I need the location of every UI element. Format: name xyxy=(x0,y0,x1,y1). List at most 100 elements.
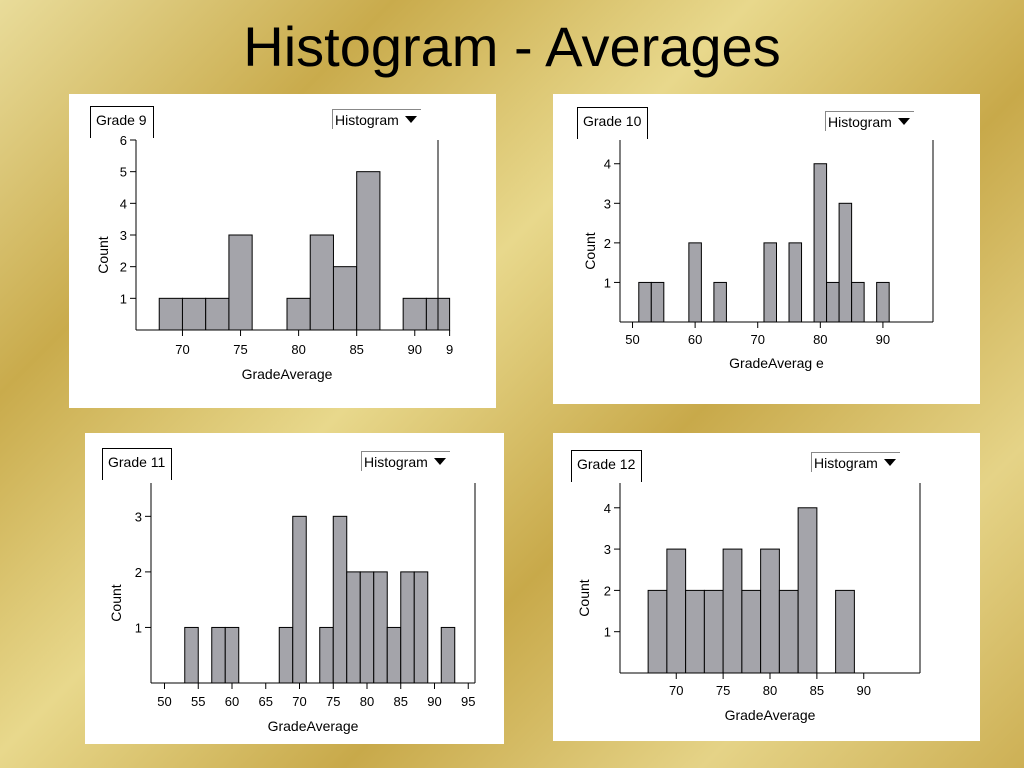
histogram-chart: 1 2 3 4 5 6 70 75 80 85 90 9 GradeAverage Count xyxy=(95,133,453,382)
histogram-bar xyxy=(685,589,705,674)
histogram-bar xyxy=(650,281,665,323)
histogram-dropdown[interactable]: Histogram xyxy=(825,111,914,131)
histogram-bar xyxy=(402,297,427,331)
x-tick-label: 90 xyxy=(408,342,422,357)
histogram-bar xyxy=(228,234,253,331)
histogram-bar xyxy=(346,571,361,684)
histogram-chart: 1 2 3 4 70 75 80 85 90 GradeAverage Count xyxy=(576,483,921,723)
histogram-bar xyxy=(309,234,334,331)
x-axis-label: GradeAverag e xyxy=(729,355,824,371)
y-tick-label: 3 xyxy=(135,509,142,524)
x-tick-label: 70 xyxy=(292,694,306,709)
y-tick-label: 1 xyxy=(604,625,611,640)
histogram-bar xyxy=(224,626,240,684)
histogram-bar xyxy=(319,626,334,684)
histogram-bar xyxy=(373,571,388,684)
triangle-down-icon xyxy=(883,459,896,466)
histogram-bar xyxy=(158,297,183,331)
triangle-down-icon xyxy=(433,458,446,465)
histogram-dropdown[interactable]: Histogram xyxy=(332,109,421,129)
x-tick-label: 75 xyxy=(716,683,730,698)
histogram-panel-grade-11: Grade 11 Histogram 1 2 3 50 55 60 65 70 75 80 85 90… xyxy=(85,433,504,744)
x-tick-label: 70 xyxy=(750,332,764,347)
histogram-bar xyxy=(386,626,402,684)
histogram-chart: 1 2 3 50 55 60 65 70 75 80 85 90 95 GradeAverage Count xyxy=(108,483,476,734)
y-axis-label: Count xyxy=(108,584,124,621)
histogram-bar xyxy=(826,281,840,323)
histogram-bar xyxy=(797,507,818,674)
histogram-bar xyxy=(703,589,724,674)
y-axis-label: Count xyxy=(582,232,598,269)
y-axis-label: Count xyxy=(95,236,111,273)
y-tick-label: 1 xyxy=(120,291,127,306)
grade-label: Grade 9 xyxy=(90,106,154,138)
histogram-bar xyxy=(647,589,668,674)
histogram-bar xyxy=(332,266,358,331)
y-tick-label: 4 xyxy=(604,501,611,516)
x-axis-label: GradeAverage xyxy=(268,718,359,734)
x-tick-label: 95 xyxy=(461,694,475,709)
y-tick-label: 3 xyxy=(120,228,127,243)
x-tick-label: 80 xyxy=(813,332,827,347)
histogram-bar xyxy=(413,571,429,684)
page-title: Histogram - Averages xyxy=(243,15,781,78)
grade-label: Grade 12 xyxy=(571,450,643,482)
histogram-bar xyxy=(638,281,652,323)
x-axis-label: GradeAverage xyxy=(242,366,333,382)
triangle-down-icon xyxy=(404,116,417,123)
dropdown-label: Histogram xyxy=(364,454,428,470)
x-tick-label: 80 xyxy=(763,683,777,698)
x-tick-label: 65 xyxy=(259,694,273,709)
y-tick-label: 2 xyxy=(135,565,142,580)
y-tick-label: 2 xyxy=(604,583,611,598)
x-tick-label: 50 xyxy=(625,332,639,347)
histogram-bar xyxy=(813,163,828,323)
y-tick-label: 1 xyxy=(604,275,611,290)
histogram-bar xyxy=(278,626,294,684)
histogram-panel-grade-9: Grade 9 Histogram 1 2 3 4 5 6 70 75 80 85 90 9 Grade… xyxy=(69,94,496,408)
y-tick-label: 3 xyxy=(604,542,611,557)
x-tick-label: 70 xyxy=(175,342,189,357)
x-tick-label: 9 xyxy=(446,342,453,357)
dropdown-label: Histogram xyxy=(814,455,878,471)
histogram-bar xyxy=(292,515,307,684)
y-tick-label: 6 xyxy=(120,133,127,148)
histogram-bar xyxy=(440,626,456,684)
x-tick-label: 60 xyxy=(225,694,239,709)
y-tick-label: 3 xyxy=(604,196,611,211)
x-tick-label: 50 xyxy=(157,694,171,709)
x-tick-label: 80 xyxy=(291,342,305,357)
histogram-bar xyxy=(788,242,803,323)
y-tick-label: 2 xyxy=(120,260,127,275)
histogram-panel-grade-10: Grade 10 Histogram 1 2 3 4 50 60 70 80 90 GradeAv… xyxy=(553,94,980,404)
x-tick-label: 70 xyxy=(669,683,683,698)
y-tick-label: 4 xyxy=(604,157,611,172)
histogram-bar xyxy=(356,171,381,331)
histogram-bar xyxy=(778,589,799,674)
grade-label: Grade 10 xyxy=(577,107,649,139)
x-tick-label: 60 xyxy=(688,332,702,347)
x-tick-label: 75 xyxy=(233,342,247,357)
x-tick-label: 90 xyxy=(857,683,871,698)
y-tick-label: 4 xyxy=(120,196,127,211)
histogram-dropdown[interactable]: Histogram xyxy=(361,451,450,471)
y-axis-label: Count xyxy=(576,579,592,616)
histogram-bar xyxy=(184,626,199,684)
histogram-bar xyxy=(838,202,853,323)
histogram-bar xyxy=(851,281,865,323)
histogram-bar xyxy=(666,548,687,674)
histogram-bar xyxy=(205,297,230,331)
histogram-bar xyxy=(763,242,777,323)
histogram-bar xyxy=(688,242,702,323)
histogram-bar xyxy=(741,589,762,674)
x-tick-label: 85 xyxy=(810,683,824,698)
histogram-bar xyxy=(713,281,727,323)
histogram-dropdown[interactable]: Histogram xyxy=(811,452,900,472)
histogram-bar xyxy=(760,548,780,674)
histogram-bar xyxy=(359,571,375,684)
x-tick-label: 80 xyxy=(360,694,374,709)
grade-label: Grade 11 xyxy=(102,448,173,480)
triangle-down-icon xyxy=(897,118,910,125)
histogram-chart: 1 2 3 4 50 60 70 80 90 GradeAverag e Count xyxy=(582,140,934,371)
histogram-panel-grade-12: Grade 12 Histogram 1 2 3 4 70 75 80 85 90 GradeAv… xyxy=(553,433,980,741)
